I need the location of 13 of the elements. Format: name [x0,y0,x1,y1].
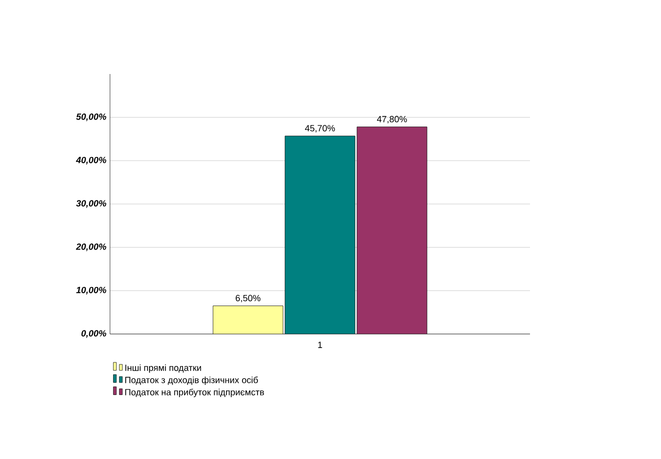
y-tick-label: 0,00% [81,330,106,338]
data-label: 6,50% [236,294,260,302]
x-tick-label: 1 [318,342,322,348]
y-tick-label: 30,00% [76,200,106,208]
legend-label: Інші прямі податки [125,364,202,373]
legend-label: Податок на прибуток підприємств [125,388,264,398]
y-tick-label: 20,00% [76,244,106,252]
legend-label: Податок з доходів фізичних осіб [125,376,258,385]
data-label: 47,80% [376,116,407,124]
data-label: 45,70% [305,125,335,132]
y-tick-label: 50,00% [76,114,106,122]
y-tick-label: 10,00% [76,286,106,294]
y-tick-label: 40,00% [76,156,106,164]
